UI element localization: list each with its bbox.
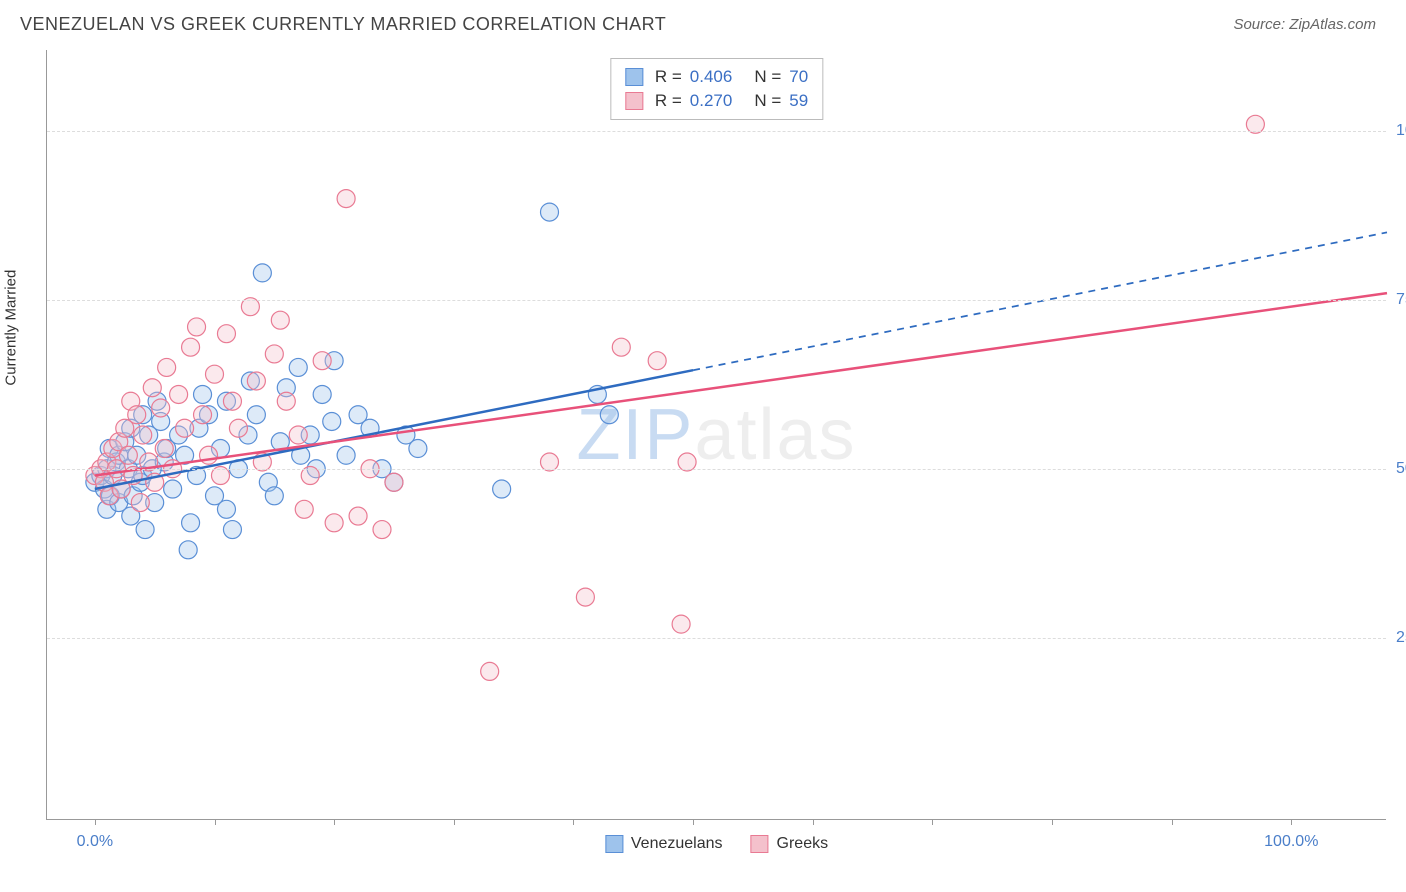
y-tick-label: 50.0% bbox=[1396, 460, 1406, 478]
data-point bbox=[119, 446, 137, 464]
data-point bbox=[349, 507, 367, 525]
swatch-greeks bbox=[625, 92, 643, 110]
data-point bbox=[170, 385, 188, 403]
legend-row-venezuelans: R = 0.406 N = 70 bbox=[625, 65, 808, 89]
data-point bbox=[337, 190, 355, 208]
chart-source: Source: ZipAtlas.com bbox=[1233, 16, 1376, 33]
data-point bbox=[576, 588, 594, 606]
data-point bbox=[182, 514, 200, 532]
x-tick bbox=[454, 819, 455, 825]
data-point bbox=[131, 494, 149, 512]
data-point bbox=[265, 487, 283, 505]
data-point bbox=[223, 521, 241, 539]
swatch-venezuelans bbox=[605, 835, 623, 853]
x-tick bbox=[573, 819, 574, 825]
scatter-svg bbox=[47, 50, 1386, 819]
x-tick bbox=[1172, 819, 1173, 825]
data-point bbox=[152, 399, 170, 417]
data-point bbox=[136, 521, 154, 539]
data-point bbox=[481, 662, 499, 680]
data-point bbox=[188, 318, 206, 336]
data-point bbox=[223, 392, 241, 410]
legend-row-greeks: R = 0.270 N = 59 bbox=[625, 89, 808, 113]
x-tick bbox=[95, 819, 96, 825]
chart-title: VENEZUELAN VS GREEK CURRENTLY MARRIED CO… bbox=[20, 14, 666, 35]
data-point bbox=[325, 514, 343, 532]
x-tick bbox=[693, 819, 694, 825]
data-point bbox=[143, 379, 161, 397]
x-tick-label: 100.0% bbox=[1264, 833, 1318, 851]
legend-item-greeks: Greeks bbox=[751, 835, 829, 853]
y-tick-label: 100.0% bbox=[1396, 122, 1406, 140]
data-point bbox=[253, 264, 271, 282]
data-point bbox=[194, 385, 212, 403]
data-point bbox=[158, 358, 176, 376]
swatch-venezuelans bbox=[625, 68, 643, 86]
data-point bbox=[206, 365, 224, 383]
data-point bbox=[373, 521, 391, 539]
y-tick-label: 75.0% bbox=[1396, 291, 1406, 309]
legend-item-venezuelans: Venezuelans bbox=[605, 835, 723, 853]
data-point bbox=[277, 392, 295, 410]
data-point bbox=[128, 406, 146, 424]
data-point bbox=[612, 338, 630, 356]
data-point bbox=[493, 480, 511, 498]
correlation-legend: R = 0.406 N = 70 R = 0.270 N = 59 bbox=[610, 58, 823, 120]
trend-line-extrapolated bbox=[693, 232, 1387, 370]
data-point bbox=[217, 500, 235, 518]
data-point bbox=[409, 440, 427, 458]
data-point bbox=[648, 352, 666, 370]
data-point bbox=[313, 385, 331, 403]
data-point bbox=[176, 419, 194, 437]
data-point bbox=[265, 345, 283, 363]
grid-line bbox=[47, 131, 1386, 132]
chart-plot-area: Currently Married ZIPatlas R = 0.406 N =… bbox=[46, 50, 1386, 820]
x-tick bbox=[813, 819, 814, 825]
data-point bbox=[247, 372, 265, 390]
data-point bbox=[164, 480, 182, 498]
data-point bbox=[289, 358, 307, 376]
grid-line bbox=[47, 300, 1386, 301]
data-point bbox=[672, 615, 690, 633]
data-point bbox=[182, 338, 200, 356]
data-point bbox=[289, 426, 307, 444]
x-tick bbox=[215, 819, 216, 825]
data-point bbox=[385, 473, 403, 491]
data-point bbox=[295, 500, 313, 518]
data-point bbox=[271, 311, 289, 329]
series-legend: Venezuelans Greeks bbox=[605, 835, 828, 853]
x-tick bbox=[1291, 819, 1292, 825]
data-point bbox=[229, 419, 247, 437]
data-point bbox=[155, 440, 173, 458]
data-point bbox=[179, 541, 197, 559]
data-point bbox=[600, 406, 618, 424]
x-tick-label: 0.0% bbox=[77, 833, 113, 851]
y-tick-label: 25.0% bbox=[1396, 629, 1406, 647]
data-point bbox=[247, 406, 265, 424]
grid-line bbox=[47, 638, 1386, 639]
x-tick bbox=[334, 819, 335, 825]
data-point bbox=[134, 426, 152, 444]
x-tick bbox=[1052, 819, 1053, 825]
data-point bbox=[217, 325, 235, 343]
chart-header: VENEZUELAN VS GREEK CURRENTLY MARRIED CO… bbox=[0, 0, 1406, 43]
data-point bbox=[337, 446, 355, 464]
swatch-greeks bbox=[751, 835, 769, 853]
x-tick bbox=[932, 819, 933, 825]
data-point bbox=[194, 406, 212, 424]
data-point bbox=[541, 203, 559, 221]
grid-line bbox=[47, 469, 1386, 470]
data-point bbox=[313, 352, 331, 370]
y-axis-label: Currently Married bbox=[3, 269, 20, 385]
data-point bbox=[323, 412, 341, 430]
